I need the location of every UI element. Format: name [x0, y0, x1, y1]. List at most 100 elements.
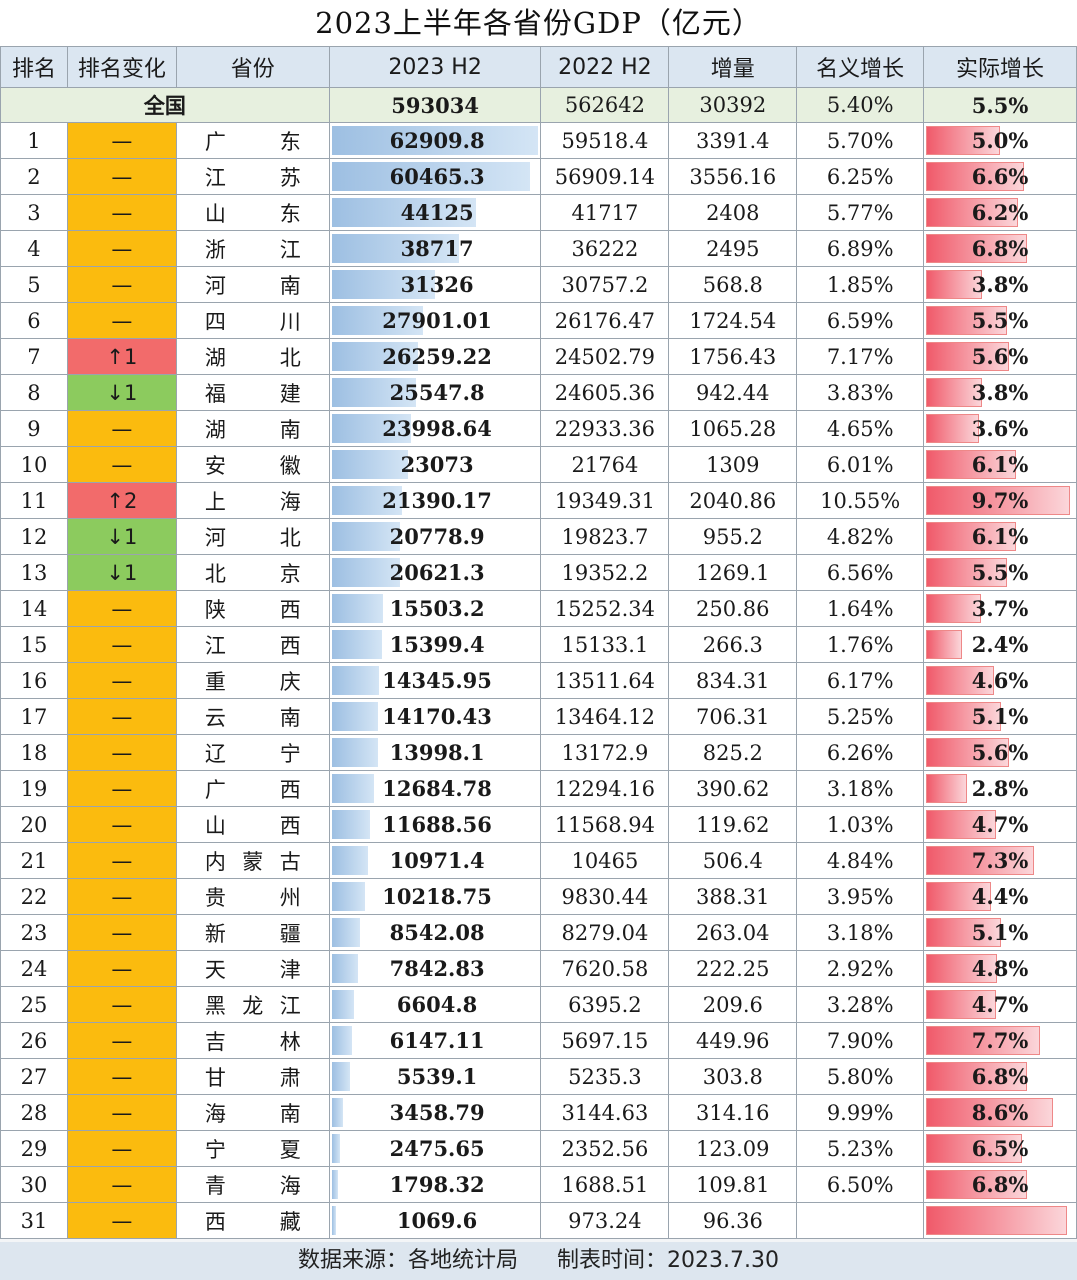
rank-cell: 25	[0, 986, 68, 1023]
table-row: 2— 江苏 60465.3 56909.14 3556.16 6.25% 6.6%	[0, 158, 1077, 195]
gdp-2023-value: 20621.3	[389, 560, 485, 585]
gdp-2023-value: 60465.3	[389, 164, 485, 189]
table-row: 12 ↓1 河北 20778.9 19823.7 955.2 4.82% 6.1%	[0, 518, 1077, 555]
nominal-growth-cell: 3.95%	[796, 878, 925, 915]
province-cell: 海南	[175, 1094, 330, 1131]
rank-cell: 1	[0, 122, 68, 159]
province-name: 湖南	[204, 417, 301, 442]
gdp-2023-cell: 6604.8	[328, 986, 542, 1023]
national-gdp-2023: 593034	[328, 87, 542, 123]
nominal-growth-cell: 6.56%	[796, 554, 925, 591]
gdp-2023-cell: 2475.65	[328, 1130, 542, 1167]
nominal-growth-cell: 5.77%	[796, 194, 925, 231]
real-growth-cell: 4.6%	[923, 662, 1077, 699]
real-growth-bar	[926, 846, 1035, 875]
rank-change-cell: —	[66, 302, 177, 339]
rank-cell: 20	[0, 806, 68, 843]
table-row: 22— 贵州 10218.75 9830.44 388.31 3.95% 4.4%	[0, 878, 1077, 915]
gdp-2023-value: 14345.95	[382, 668, 492, 693]
gdp-bar	[331, 234, 459, 263]
province-name: 陕西	[204, 597, 301, 622]
gdp-2022-cell: 15252.34	[540, 590, 670, 627]
increase-cell: 390.62	[668, 770, 798, 807]
province-name: 安徽	[204, 453, 301, 478]
province-cell: 宁夏	[175, 1130, 330, 1167]
province-name: 河北	[204, 525, 301, 550]
province-cell: 北京	[175, 554, 330, 591]
gdp-2022-cell: 13172.9	[540, 734, 670, 771]
real-growth-cell: 3.7%	[923, 590, 1077, 627]
rank-change-cell: —	[66, 590, 177, 627]
real-growth-value: 3.6%	[971, 416, 1029, 441]
real-growth-bar	[926, 414, 980, 443]
rank-change-cell: ↓1	[66, 374, 177, 411]
real-growth-bar	[926, 666, 995, 695]
table-row: 9— 湖南 23998.64 22933.36 1065.28 4.65% 3.6%	[0, 410, 1077, 447]
gdp-2023-cell: 23998.64	[328, 410, 542, 447]
province-name: 贵州	[204, 885, 301, 910]
province-cell: 云南	[175, 698, 330, 735]
table-row: 25— 黑龙江 6604.8 6395.2 209.6 3.28% 4.7%	[0, 986, 1077, 1023]
table-row: 1— 广东 62909.8 59518.4 3391.4 5.70% 5.0%	[0, 122, 1077, 159]
real-growth-bar	[926, 954, 998, 983]
province-cell: 广东	[175, 122, 330, 159]
gdp-2023-cell: 15399.4	[328, 626, 542, 663]
rank-cell: 7	[0, 338, 68, 375]
header-row: 排名 排名变化 省份 2023 H2 2022 H2 增量 名义增长 实际增长	[0, 46, 1077, 88]
national-gdp-2022: 562642	[540, 87, 670, 123]
gdp-2023-value: 44125	[400, 200, 474, 225]
nominal-growth-cell: 6.01%	[796, 446, 925, 483]
province-name: 广西	[204, 777, 301, 802]
rank-cell: 13	[0, 554, 68, 591]
rank-cell: 18	[0, 734, 68, 771]
increase-cell: 955.2	[668, 518, 798, 555]
increase-cell: 123.09	[668, 1130, 798, 1167]
gdp-2023-cell: 10971.4	[328, 842, 542, 879]
gdp-bar	[331, 270, 435, 299]
header-gdp-2023: 2023 H2	[328, 46, 542, 88]
province-name: 西藏	[204, 1209, 301, 1234]
gdp-2023-cell: 27901.01	[328, 302, 542, 339]
rank-change-cell: ↑2	[66, 482, 177, 519]
gdp-2023-cell: 8542.08	[328, 914, 542, 951]
rank-cell: 19	[0, 770, 68, 807]
table-row: 24— 天津 7842.83 7620.58 222.25 2.92% 4.8%	[0, 950, 1077, 987]
province-cell: 甘肃	[175, 1058, 330, 1095]
rank-change-cell: —	[66, 122, 177, 159]
gdp-bar	[331, 126, 538, 155]
gdp-2022-cell: 1688.51	[540, 1166, 670, 1203]
gdp-2022-cell: 19352.2	[540, 554, 670, 591]
gdp-bar	[331, 1062, 350, 1091]
province-cell: 吉林	[175, 1022, 330, 1059]
gdp-bar	[331, 522, 400, 551]
province-name: 河南	[204, 273, 301, 298]
rank-change-cell: ↓1	[66, 518, 177, 555]
gdp-bar	[331, 630, 382, 659]
rank-cell: 6	[0, 302, 68, 339]
gdp-2022-cell: 9830.44	[540, 878, 670, 915]
province-cell: 贵州	[175, 878, 330, 915]
real-growth-cell: 5.1%	[923, 914, 1077, 951]
gdp-2023-cell: 13998.1	[328, 734, 542, 771]
rank-change-cell: —	[66, 662, 177, 699]
real-growth-bar	[926, 378, 983, 407]
real-growth-value: 4.6%	[971, 668, 1029, 693]
nominal-growth-cell: 3.28%	[796, 986, 925, 1023]
header-real-growth: 实际增长	[923, 46, 1077, 88]
rank-cell: 15	[0, 626, 68, 663]
nominal-growth-cell: 2.92%	[796, 950, 925, 987]
gdp-2023-cell: 44125	[328, 194, 542, 231]
province-cell: 山东	[175, 194, 330, 231]
increase-cell: 1269.1	[668, 554, 798, 591]
province-cell: 陕西	[175, 590, 330, 627]
province-name: 青海	[204, 1173, 301, 1198]
real-growth-cell: 6.8%	[923, 1058, 1077, 1095]
nominal-growth-cell: 6.17%	[796, 662, 925, 699]
nominal-growth-cell: 1.03%	[796, 806, 925, 843]
nominal-growth-cell	[796, 1202, 925, 1239]
nominal-growth-cell: 6.59%	[796, 302, 925, 339]
real-growth-value: 6.8%	[971, 236, 1029, 261]
increase-cell: 266.3	[668, 626, 798, 663]
real-growth-value: 5.6%	[971, 740, 1029, 765]
real-growth-value: 4.8%	[971, 956, 1029, 981]
